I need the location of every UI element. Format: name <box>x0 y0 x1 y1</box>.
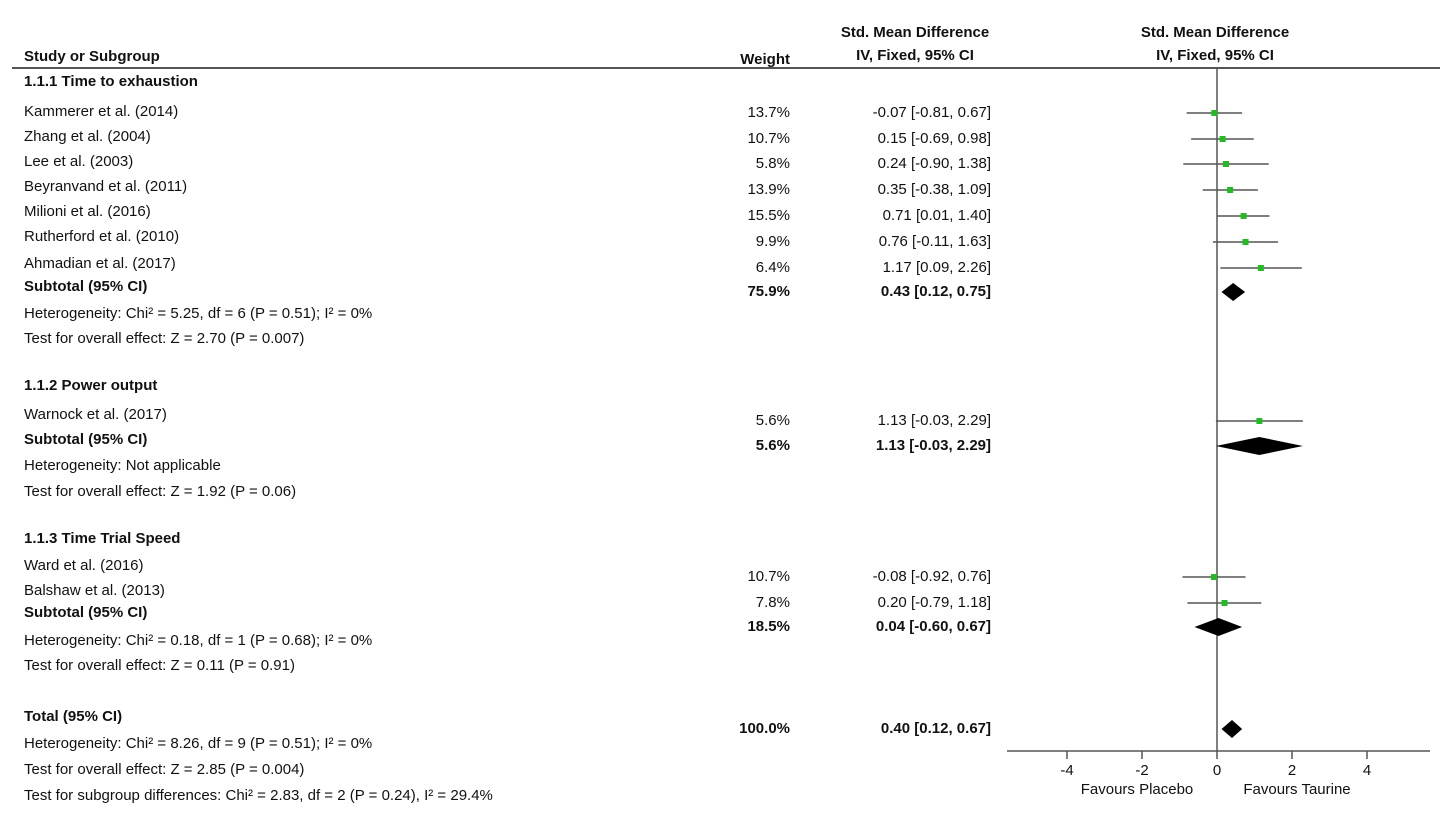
stat-note: Test for subgroup differences: Chi² = 2.… <box>24 787 493 804</box>
weight-value: 15.5% <box>747 207 790 224</box>
stat-note: Test for overall effect: Z = 2.85 (P = 0… <box>24 761 305 778</box>
x-tick-label: 0 <box>1213 762 1221 779</box>
weight-value: 7.8% <box>755 594 790 611</box>
smd-left-title: Std. Mean Difference <box>840 24 990 41</box>
pooled-diamond <box>1194 618 1243 636</box>
study-point <box>1221 600 1228 606</box>
smd-right-subtitle: IV, Fixed, 95% CI <box>1156 47 1274 64</box>
study-point <box>1227 187 1234 193</box>
weight-value: 75.9% <box>747 283 790 300</box>
ci-value: -0.07 [-0.81, 0.67] <box>872 104 991 121</box>
study-point <box>1256 418 1263 424</box>
x-tick-label: 4 <box>1363 762 1371 779</box>
ci-value: 0.76 [-0.11, 1.63] <box>878 233 991 250</box>
ci-value: 0.43 [0.12, 0.75] <box>880 283 991 300</box>
x-tick-label: 2 <box>1288 762 1296 779</box>
study-label: Ahmadian et al. (2017) <box>24 255 176 272</box>
weight-value: 9.9% <box>755 233 790 250</box>
smd-right-title: Std. Mean Difference <box>1140 24 1290 41</box>
study-point <box>1219 136 1226 142</box>
study-point <box>1211 110 1218 116</box>
study-point <box>1211 574 1217 580</box>
study-point <box>1223 161 1229 167</box>
ci-value: 0.24 [-0.90, 1.38] <box>877 155 991 172</box>
pooled-diamond <box>1215 437 1303 455</box>
study-label: Ward et al. (2016) <box>24 557 144 574</box>
favours-right-label: Favours Taurine <box>1243 781 1350 798</box>
pooled-diamond <box>1221 283 1246 301</box>
ci-value: 0.15 [-0.69, 0.98] <box>877 130 991 147</box>
study-label: Balshaw et al. (2013) <box>24 582 165 599</box>
stat-note: Test for overall effect: Z = 2.70 (P = 0… <box>24 330 305 347</box>
subgroup-heading: 1.1.2 Power output <box>24 377 158 394</box>
weight-column-header: Weight <box>740 51 790 68</box>
weight-value: 10.7% <box>747 130 790 147</box>
study-point <box>1257 265 1264 271</box>
pooled-diamond <box>1221 720 1243 738</box>
stat-note: Heterogeneity: Chi² = 5.25, df = 6 (P = … <box>24 305 373 322</box>
ci-value: 1.13 [-0.03, 2.29] <box>875 437 991 454</box>
ci-value: 1.13 [-0.03, 2.29] <box>877 412 991 429</box>
study-label: Kammerer et al. (2014) <box>24 103 179 120</box>
weight-value: 18.5% <box>747 618 790 635</box>
stat-note: Heterogeneity: Chi² = 0.18, df = 1 (P = … <box>24 632 373 649</box>
weight-value: 10.7% <box>747 568 790 585</box>
header-rule <box>12 67 1440 69</box>
ci-value: 1.17 [0.09, 2.26] <box>882 259 991 276</box>
subtotal-label: Subtotal (95% CI) <box>24 604 148 621</box>
ci-value: 0.71 [0.01, 1.40] <box>882 207 991 224</box>
stat-note: Test for overall effect: Z = 0.11 (P = 0… <box>24 657 295 674</box>
total-label: Total (95% CI) <box>24 708 123 725</box>
study-label: Warnock et al. (2017) <box>24 406 167 423</box>
study-label: Beyranvand et al. (2011) <box>24 178 188 195</box>
study-label: Rutherford et al. (2010) <box>24 228 180 245</box>
study-point <box>1242 239 1249 245</box>
weight-value: 100.0% <box>739 720 790 737</box>
weight-value: 6.4% <box>755 259 790 276</box>
ci-value: -0.08 [-0.92, 0.76] <box>872 568 991 585</box>
weight-value: 5.8% <box>755 155 790 172</box>
study-label: Zhang et al. (2004) <box>24 128 151 145</box>
subtotal-label: Subtotal (95% CI) <box>24 278 148 295</box>
x-tick-label: -4 <box>1060 762 1073 779</box>
study-column-header: Study or Subgroup <box>24 48 160 65</box>
subgroup-heading: 1.1.3 Time Trial Speed <box>24 530 181 547</box>
smd-left-subtitle: IV, Fixed, 95% CI <box>856 47 974 64</box>
study-label: Milioni et al. (2016) <box>24 203 151 220</box>
stat-note: Heterogeneity: Chi² = 8.26, df = 9 (P = … <box>24 735 373 752</box>
subgroup-heading: 1.1.1 Time to exhaustion <box>24 73 198 90</box>
weight-value: 5.6% <box>755 437 790 454</box>
ci-value: 0.40 [0.12, 0.67] <box>880 720 991 737</box>
subtotal-label: Subtotal (95% CI) <box>24 431 148 448</box>
weight-value: 13.9% <box>747 181 790 198</box>
study-point <box>1240 213 1247 219</box>
ci-value: 0.20 [-0.79, 1.18] <box>877 594 991 611</box>
weight-value: 13.7% <box>747 104 790 121</box>
ci-value: 0.35 [-0.38, 1.09] <box>877 181 991 198</box>
stat-note: Heterogeneity: Not applicable <box>24 457 221 474</box>
stat-note: Test for overall effect: Z = 1.92 (P = 0… <box>24 483 297 500</box>
weight-value: 5.6% <box>755 412 790 429</box>
study-label: Lee et al. (2003) <box>24 153 134 170</box>
x-tick-label: -2 <box>1135 762 1148 779</box>
ci-value: 0.04 [-0.60, 0.67] <box>875 618 991 635</box>
favours-left-label: Favours Placebo <box>1081 781 1194 798</box>
